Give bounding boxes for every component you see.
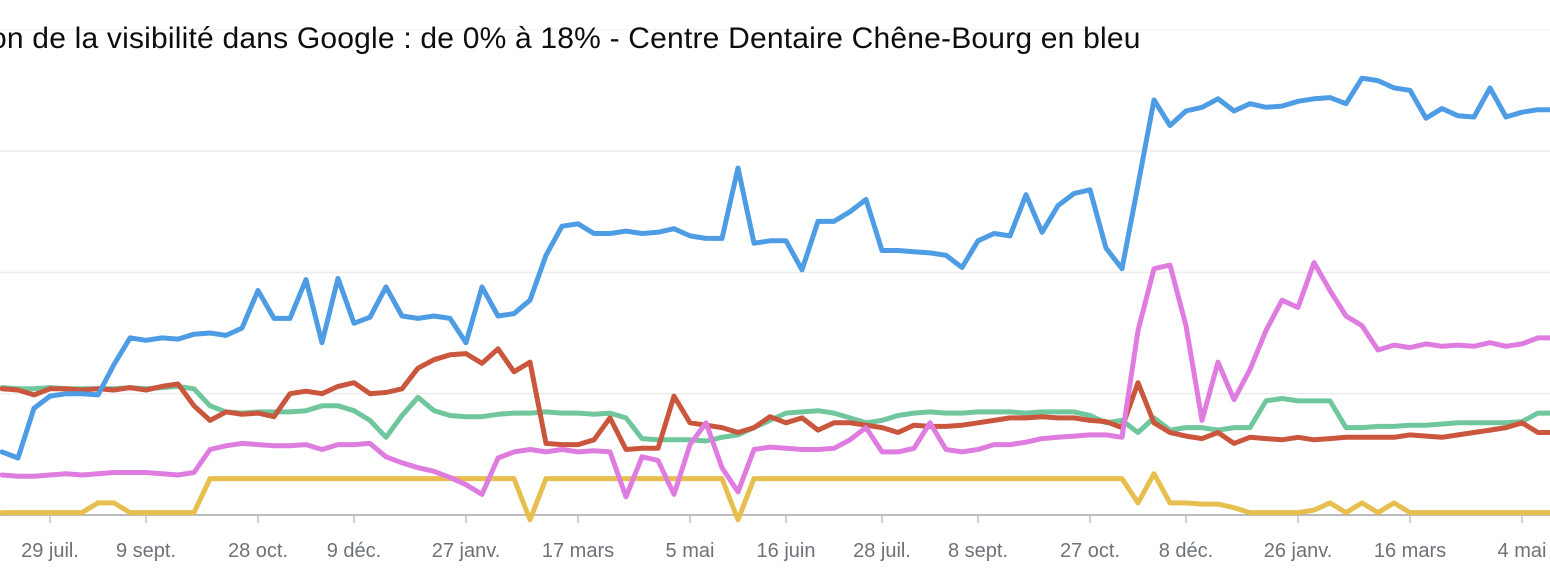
x-tick-label: 16 mars (1374, 540, 1446, 562)
x-tick-label: 4 mai (1498, 540, 1547, 562)
x-tick-label: 28 juil. (853, 540, 911, 562)
x-tick-label: 5 mai (666, 540, 715, 562)
x-tick-label: 8 déc. (1159, 540, 1213, 562)
x-tick-label: 27 janv. (432, 540, 501, 562)
x-tick-label: 8 sept. (948, 540, 1008, 562)
x-tick-label: 17 mars (542, 540, 614, 562)
series-line-jaune[interactable] (0, 471, 1550, 523)
chart-title: on de la visibilité dans Google : de 0% … (0, 22, 1141, 55)
series-line-rouge[interactable] (0, 346, 1550, 452)
x-tick-label: 9 sept. (116, 540, 176, 562)
x-tick-label: 9 déc. (327, 540, 381, 562)
series-line-magenta[interactable] (0, 260, 1550, 500)
x-tick-label: 28 oct. (228, 540, 288, 562)
series-line-bleu[interactable] (0, 75, 1550, 461)
x-tick-label: 29 juil. (21, 540, 79, 562)
x-tick-label: 26 janv. (1264, 540, 1333, 562)
x-tick-label: 16 juin (757, 540, 816, 562)
x-tick-label: 27 oct. (1060, 540, 1120, 562)
